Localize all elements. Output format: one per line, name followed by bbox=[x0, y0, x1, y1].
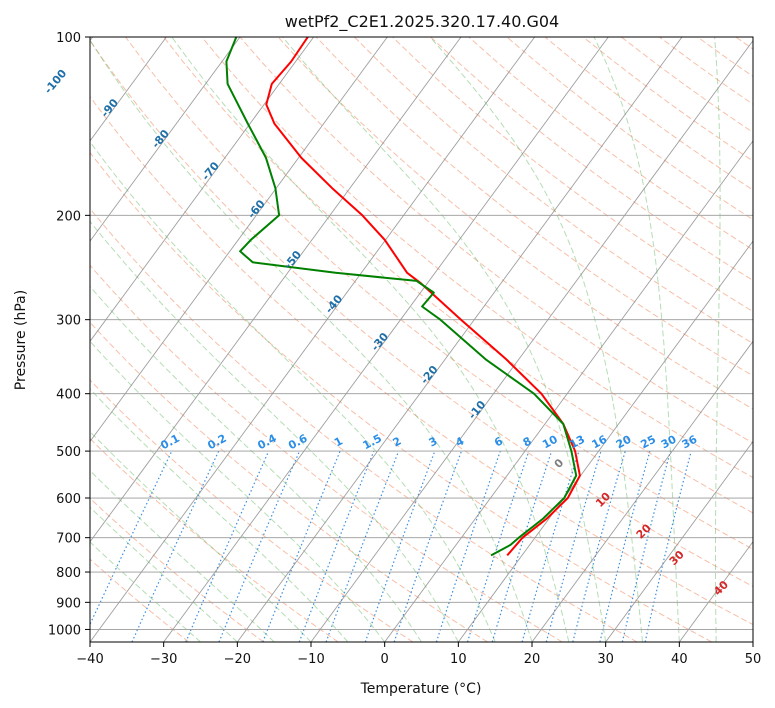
moist-adiabat-line bbox=[593, 37, 680, 642]
x-tick-label: 20 bbox=[524, 652, 541, 667]
x-tick-label: −10 bbox=[297, 652, 324, 667]
mixing-ratio-line bbox=[545, 450, 602, 642]
moist-adiabat-line bbox=[90, 140, 496, 642]
dry-adiabat-line bbox=[90, 264, 563, 642]
mixing-ratio-line bbox=[435, 450, 501, 642]
y-tick-label: 200 bbox=[56, 209, 81, 224]
dry-adiabat-line bbox=[239, 37, 753, 444]
mixing-ratio-label: 25 bbox=[638, 433, 658, 452]
mixing-ratio-label: 10 bbox=[540, 433, 560, 452]
mixing-ratio-line bbox=[572, 450, 626, 642]
y-tick-label: 400 bbox=[56, 388, 81, 403]
x-tick-label: 0 bbox=[381, 652, 389, 667]
isotherm-line bbox=[384, 140, 753, 642]
dry-adiabat-line bbox=[90, 95, 753, 626]
dry-adiabat-line bbox=[354, 37, 753, 345]
mixing-ratio-line bbox=[298, 450, 375, 642]
chart-title: wetPf2_C2E1.2025.320.17.40.G04 bbox=[285, 12, 559, 32]
y-tick-label: 900 bbox=[56, 596, 81, 611]
dry-adiabat-line bbox=[90, 39, 753, 588]
moist-adiabat-line bbox=[171, 37, 570, 642]
mixing-ratio-line bbox=[621, 450, 671, 642]
mixing-ratio-label: 36 bbox=[680, 433, 700, 452]
dry-adiabat-line bbox=[163, 37, 753, 514]
dry-adiabat-line bbox=[315, 37, 753, 377]
isotherm-line bbox=[90, 37, 315, 343]
moist-adiabat-line bbox=[282, 37, 607, 642]
moist-adiabat-line bbox=[90, 220, 459, 642]
moist-adiabat-line bbox=[714, 37, 721, 642]
moist-adiabat-line bbox=[90, 340, 386, 642]
mixing-ratio-label: 16 bbox=[590, 433, 610, 452]
y-tick-label: 500 bbox=[56, 445, 81, 460]
isotherm-line bbox=[90, 37, 167, 142]
dry-adiabat-line bbox=[90, 379, 414, 642]
dewpoint-profile-line bbox=[225, 37, 578, 557]
x-tick-label: −30 bbox=[150, 652, 177, 667]
mixing-ratio-label: 13 bbox=[567, 433, 587, 452]
dry-adiabat-line bbox=[125, 37, 753, 550]
y-tick-label: 800 bbox=[56, 566, 81, 581]
mixing-ratio-line bbox=[325, 450, 400, 642]
y-tick-label: 100 bbox=[56, 31, 81, 46]
x-axis-label: Temperature (°C) bbox=[360, 681, 482, 697]
isotherm-line bbox=[90, 37, 241, 242]
dry-adiabat-line bbox=[90, 151, 712, 642]
y-tick-label: 1000 bbox=[48, 623, 81, 638]
isotherm-line bbox=[531, 340, 753, 642]
y-tick-label: 700 bbox=[56, 532, 81, 547]
mixing-ratio-label: 30 bbox=[659, 433, 679, 452]
isotherm-line bbox=[605, 440, 753, 642]
mixing-ratio-line bbox=[491, 450, 553, 642]
dry-adiabat-line bbox=[90, 207, 638, 642]
mixing-ratio-line bbox=[364, 450, 436, 642]
moist-adiabat-line bbox=[90, 388, 349, 642]
x-tick-label: 30 bbox=[597, 652, 614, 667]
x-tick-label: 10 bbox=[450, 652, 467, 667]
mixing-ratio-line bbox=[185, 450, 270, 642]
mixing-ratio-line bbox=[521, 450, 580, 642]
x-tick-label: 50 bbox=[745, 652, 762, 667]
mixing-ratio-label: 20 bbox=[614, 433, 634, 452]
moist-adiabat-line bbox=[90, 541, 201, 642]
dry-adiabat-line bbox=[392, 37, 753, 313]
isotherm-line bbox=[457, 240, 753, 642]
mixing-ratio-line bbox=[262, 450, 341, 642]
isotherm-line bbox=[90, 37, 388, 443]
isotherm-line bbox=[310, 39, 753, 642]
y-tick-label: 600 bbox=[56, 492, 81, 507]
y-axis-label: Pressure (hPa) bbox=[13, 290, 29, 390]
x-tick-label: −40 bbox=[76, 652, 103, 667]
y-tick-label: 300 bbox=[56, 314, 81, 329]
plot-frame bbox=[89, 36, 754, 643]
moist-adiabat-line bbox=[429, 37, 643, 642]
isotherm-line bbox=[163, 37, 609, 642]
dry-adiabat-line bbox=[90, 321, 488, 642]
isotherm-line bbox=[90, 37, 536, 642]
mixing-ratio-line bbox=[218, 450, 301, 642]
x-tick-label: 40 bbox=[671, 652, 688, 667]
x-tick-label: −20 bbox=[224, 652, 251, 667]
moist-adiabat-line bbox=[90, 469, 275, 642]
dry-adiabat-line bbox=[90, 558, 190, 642]
mixing-ratio-line bbox=[599, 450, 651, 642]
isotherm-line bbox=[236, 37, 683, 642]
mixing-ratio-line bbox=[466, 450, 530, 642]
